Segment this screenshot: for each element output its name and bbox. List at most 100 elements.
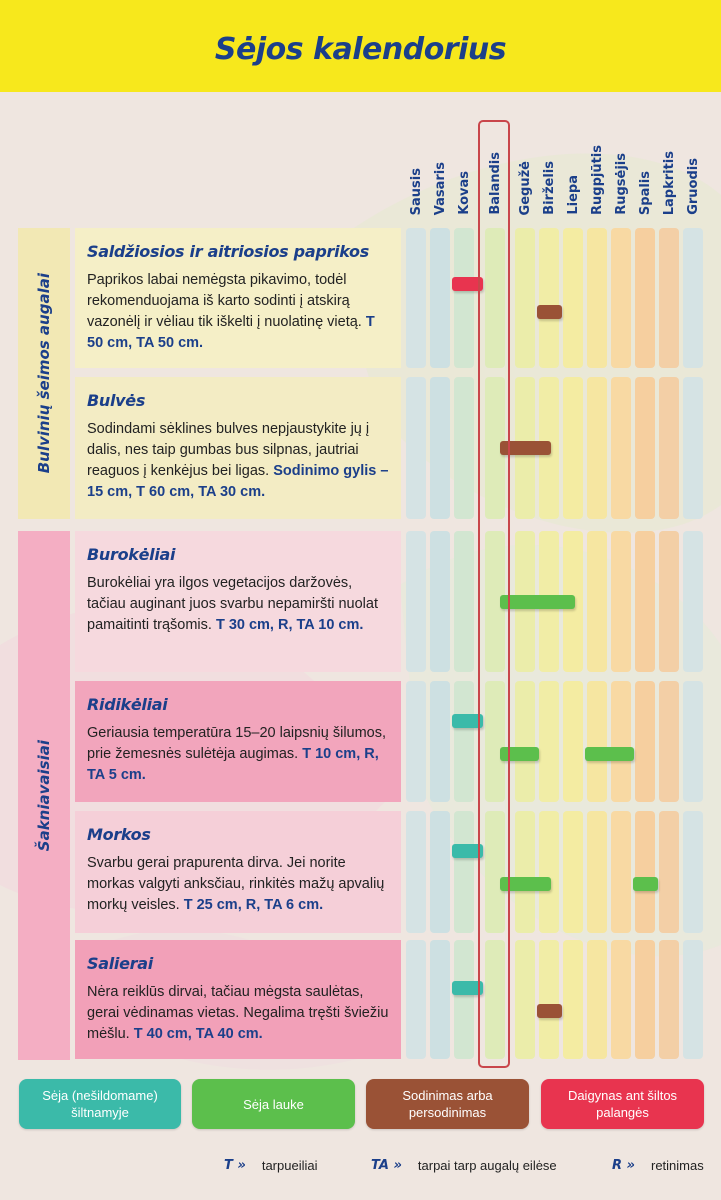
bar-greenhouse (452, 713, 483, 728)
group-label: Šakniavaisiai (35, 739, 53, 852)
month-label-9: Rugsėjis (610, 130, 632, 215)
calendar-cell (406, 531, 426, 672)
calendar-cell (515, 228, 535, 368)
calendar-cell (515, 811, 535, 933)
crop-card: Morkos Svarbu gerai prapurenta dirva. Jei… (75, 811, 401, 933)
calendar-cell (454, 940, 474, 1059)
crop-spacing: T 25 cm, R, TA 6 cm. (183, 897, 324, 913)
month-label-text: Gegužė (517, 160, 533, 215)
legend-item-greenhouse: Sėja (nešildomame) šiltnamyje (19, 1079, 181, 1129)
calendar-cell (454, 228, 474, 368)
crop-spacing: Sodinimo gylis – 15 cm, T 60 cm, TA 30 c… (87, 463, 389, 500)
crop-description: Burokėliai yra ilgos vegetacijos daržovė… (87, 573, 391, 636)
crop-spacing: T 40 cm, TA 40 cm. (133, 1026, 263, 1042)
calendar-cell (515, 681, 535, 802)
calendar-cell (611, 811, 631, 933)
calendar-cell (659, 228, 679, 368)
calendar-cell (611, 531, 631, 672)
calendar-cell (454, 377, 474, 519)
bar-transplant (500, 441, 551, 455)
header-wave (0, 74, 721, 92)
month-label-5: Gegužė (514, 130, 536, 215)
calendar-cell (563, 940, 583, 1059)
calendar-cell (587, 681, 607, 802)
crop-description-text: Paprikos labai nemėgsta pikavimo, todėl … (87, 272, 366, 330)
abbreviation-item: TA » tarpai tarp augalų eilėse (371, 1158, 557, 1173)
calendar-cell (406, 377, 426, 519)
month-label-text: Kovas (456, 171, 472, 215)
calendar-cell (659, 940, 679, 1059)
month-label-11: Lapkritis (658, 130, 680, 215)
group-label-box: Šakniavaisiai (18, 531, 70, 1060)
legend-item-window: Daigynas ant šiltos palangės (541, 1079, 704, 1129)
legend-item-transplant: Sodinimas arba persodinimas (366, 1079, 529, 1129)
bar-outdoor (585, 746, 635, 761)
calendar-cell (539, 681, 559, 802)
calendar-cell (485, 681, 505, 802)
abbreviation-item: R » retinimas (612, 1158, 704, 1173)
calendar-cell (430, 681, 450, 802)
calendar-cell (683, 681, 703, 802)
calendar-cell (430, 940, 450, 1059)
calendar-cell (635, 681, 655, 802)
group-label-box: Bulvinių šeimos augalai (18, 228, 70, 519)
calendar-cell (611, 681, 631, 802)
abbreviation-item: T » tarpueiliai (224, 1158, 318, 1173)
calendar-cell (587, 940, 607, 1059)
bar-window (452, 277, 483, 291)
bar-outdoor (500, 877, 551, 892)
crop-name: Morkos (87, 825, 151, 844)
abbreviation-key: R » (612, 1158, 635, 1173)
month-label-text: Vasaris (432, 161, 448, 215)
crop-spacing: T 50 cm, TA 50 cm. (87, 314, 375, 351)
month-label-text: Gruodis (685, 158, 701, 215)
calendar-cell (635, 940, 655, 1059)
calendar-cell (430, 228, 450, 368)
calendar-cell (406, 228, 426, 368)
month-label-text: Rugsėjis (613, 153, 629, 215)
crop-description: Paprikos labai nemėgsta pikavimo, todėl … (87, 270, 391, 354)
crop-description: Sodindami sėklines bulves nepjaustykite … (87, 419, 391, 503)
bar-greenhouse (452, 980, 483, 995)
calendar-cell (683, 228, 703, 368)
month-label-6: Birželis (538, 130, 560, 215)
crop-description-text: Burokėliai yra ilgos vegetacijos daržovė… (87, 575, 378, 633)
crop-card: Salierai Nėra reiklūs dirvai, tačiau mėgs… (75, 940, 401, 1059)
calendar-cell (485, 531, 505, 672)
crop-card: Ridikėliai Geriausia temperatūra 15–20 la… (75, 681, 401, 802)
calendar-cell (539, 940, 559, 1059)
calendar-cell (563, 228, 583, 368)
month-label-7: Liepa (562, 130, 584, 215)
calendar-cell (430, 531, 450, 672)
calendar-cell (454, 681, 474, 802)
calendar-cell (485, 811, 505, 933)
calendar-cell (611, 377, 631, 519)
abbreviation-meaning: tarpai tarp augalų eilėse (417, 1158, 557, 1173)
calendar-cell (611, 228, 631, 368)
calendar-cell (587, 228, 607, 368)
bar-outdoor (633, 877, 659, 892)
page-title: Sėjos kalendorius (214, 32, 507, 67)
crop-description: Nėra reiklūs dirvai, tačiau mėgsta saulė… (87, 982, 391, 1045)
calendar-cell (563, 377, 583, 519)
calendar-cell (587, 377, 607, 519)
calendar-cell (587, 531, 607, 672)
crop-spacing: T 30 cm, R, TA 10 cm. (215, 617, 364, 633)
calendar-cell (539, 228, 559, 368)
bar-transplant (537, 305, 563, 319)
legend-item-outdoor: Sėja lauke (192, 1079, 355, 1129)
calendar-cell (515, 940, 535, 1059)
bar-transplant (537, 1004, 563, 1019)
calendar-cell (659, 811, 679, 933)
calendar-cell (683, 531, 703, 672)
calendar-cell (563, 811, 583, 933)
calendar-cell (611, 940, 631, 1059)
current-month-highlight (478, 120, 510, 1068)
bar-greenhouse (452, 844, 483, 859)
crop-card: Saldžiosios ir aitriosios paprikos Paprik… (75, 228, 401, 368)
calendar-cell (454, 531, 474, 672)
calendar-cell (406, 940, 426, 1059)
month-label-2: Vasaris (429, 130, 451, 215)
month-label-1: Sausis (405, 130, 427, 215)
